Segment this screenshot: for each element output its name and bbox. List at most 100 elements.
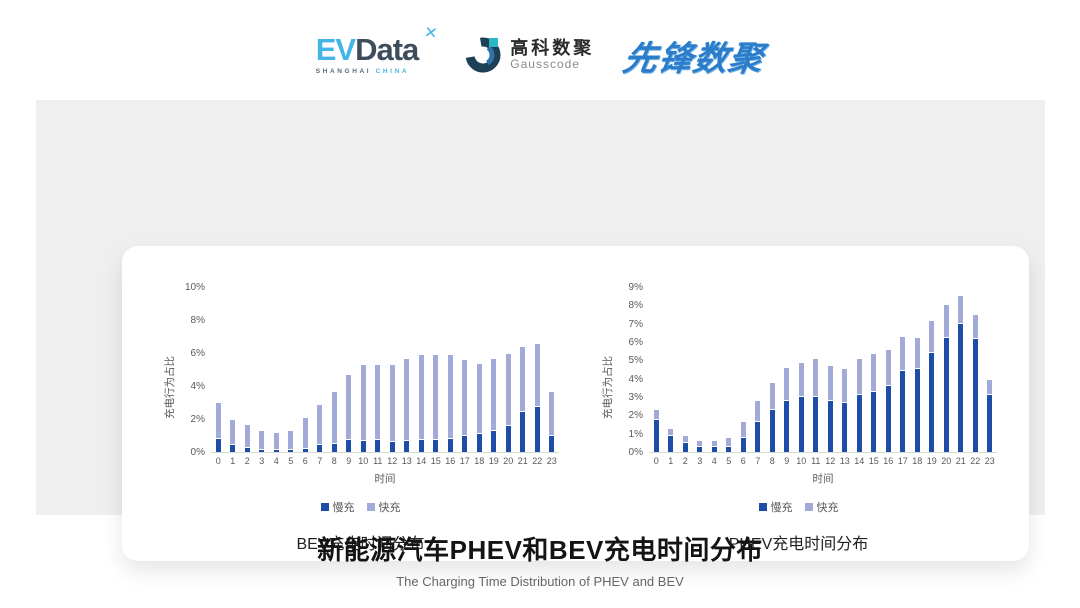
bar-column bbox=[910, 288, 925, 452]
evdata-logo: EVData ✕ SHANGHAI CHINA bbox=[315, 24, 438, 76]
x-tick-label: 2 bbox=[682, 456, 688, 466]
y-tick-label: 2% bbox=[628, 410, 643, 422]
bev-x-axis: 0 1 2 3 4 5 6 7 8 9 10 11 12 13 14 15 16 17 18 19 20 21 22 23 bbox=[211, 456, 559, 466]
bar-segment-快充 bbox=[987, 380, 993, 395]
bar-segment-慢充 bbox=[418, 440, 424, 452]
x-tick-label: 7 bbox=[755, 456, 761, 466]
bar-segment-快充 bbox=[331, 391, 337, 443]
bar-segment-慢充 bbox=[520, 412, 526, 452]
y-tick-label: 1% bbox=[628, 428, 643, 440]
bar-column bbox=[284, 288, 299, 452]
bar-segment-快充 bbox=[914, 338, 920, 368]
bar-segment-快充 bbox=[549, 391, 555, 435]
bar-segment-慢充 bbox=[668, 436, 674, 452]
evdata-shanghai-text: SHANGHAI bbox=[315, 68, 372, 76]
bar-segment-快充 bbox=[433, 355, 439, 440]
bar-column bbox=[298, 288, 313, 452]
bar-segment-快充 bbox=[375, 365, 381, 440]
x-tick-label: 12 bbox=[825, 456, 836, 466]
bar-segment-快充 bbox=[653, 409, 659, 419]
bar-column bbox=[545, 288, 560, 452]
bar-column bbox=[983, 288, 998, 452]
bar-column bbox=[968, 288, 983, 452]
bar-segment-快充 bbox=[726, 438, 732, 446]
phev-chart-title: PHEV充电时间分布 bbox=[728, 536, 869, 553]
legend-swatch-icon bbox=[758, 503, 767, 511]
bev-y-axis-label: 充电行为占比 bbox=[164, 355, 176, 419]
x-tick-label: 7 bbox=[317, 456, 323, 466]
bar-segment-慢充 bbox=[784, 400, 790, 452]
bar-segment-快充 bbox=[491, 358, 497, 430]
y-tick-label: 6% bbox=[628, 337, 643, 348]
legend-swatch-icon bbox=[804, 503, 813, 511]
bar-segment-快充 bbox=[273, 432, 279, 450]
bar-segment-慢充 bbox=[987, 395, 993, 452]
bar-column bbox=[765, 288, 780, 452]
bar-column bbox=[429, 288, 444, 452]
bar-column bbox=[487, 288, 502, 452]
gausscode-cn-text: 高科数聚 bbox=[510, 37, 595, 58]
legend-label: 快充 bbox=[378, 502, 401, 514]
bar-column bbox=[327, 288, 342, 452]
x-tick-label: 20 bbox=[503, 456, 514, 466]
bar-segment-慢充 bbox=[653, 419, 659, 452]
bar-segment-慢充 bbox=[914, 368, 920, 452]
bar-column bbox=[852, 288, 867, 452]
bar-segment-慢充 bbox=[755, 421, 761, 452]
bar-segment-快充 bbox=[259, 431, 265, 449]
x-tick-label: 4 bbox=[273, 456, 279, 466]
bar-segment-快充 bbox=[668, 429, 674, 436]
bar-segment-慢充 bbox=[697, 446, 703, 452]
bar-column bbox=[211, 288, 226, 452]
phev-x-axis: 0 1 2 3 4 5 6 7 8 9 10 11 12 13 14 15 16 17 18 19 20 21 22 23 bbox=[649, 456, 997, 466]
y-tick-label: 9% bbox=[628, 282, 643, 293]
x-tick-label: 14 bbox=[854, 456, 865, 466]
bar-column bbox=[649, 288, 664, 452]
x-tick-label: 16 bbox=[883, 456, 894, 466]
bar-column bbox=[371, 288, 386, 452]
bev-x-axis-label: 时间 bbox=[374, 473, 396, 485]
bar-segment-慢充 bbox=[549, 435, 555, 452]
bar-segment-慢充 bbox=[534, 407, 540, 452]
bar-segment-快充 bbox=[505, 353, 511, 425]
x-tick-label: 2 bbox=[244, 456, 250, 466]
evdata-data-text: Data bbox=[355, 32, 419, 68]
bar-segment-慢充 bbox=[244, 447, 250, 452]
x-tick-label: 1 bbox=[668, 456, 674, 466]
bar-column bbox=[501, 288, 516, 452]
y-tick-label: 5% bbox=[628, 355, 643, 367]
y-tick-label: 7% bbox=[628, 318, 643, 330]
bar-segment-快充 bbox=[740, 421, 746, 438]
bar-column bbox=[400, 288, 415, 452]
bar-segment-快充 bbox=[418, 355, 424, 440]
x-tick-label: 18 bbox=[474, 456, 485, 466]
y-tick-label: 4% bbox=[628, 373, 643, 385]
bev-chart: 充电行为占比 0% 2% 4% 6% 8% 10% 0 1 2 3 4 5 6 7 8 9 10 11 12 13 1… bbox=[162, 282, 560, 561]
legend-label: 慢充 bbox=[770, 502, 793, 514]
bar-segment-慢充 bbox=[813, 397, 819, 452]
phev-chart: 充电行为占比 0% 1% 2% 3% 4% 5% 6% 7% 8% 9% 0 1 2 3 4 5 6 7 8 9 10… bbox=[600, 282, 998, 561]
x-tick-label: 21 bbox=[517, 456, 528, 466]
bar-column bbox=[809, 288, 824, 452]
x-tick-label: 23 bbox=[984, 456, 995, 466]
bar-segment-快充 bbox=[288, 431, 294, 450]
x-tick-label: 18 bbox=[912, 456, 923, 466]
bar-column bbox=[693, 288, 708, 452]
bar-segment-快充 bbox=[958, 296, 964, 323]
phev-y-axis-label: 充电行为占比 bbox=[602, 355, 614, 419]
bar-segment-快充 bbox=[244, 425, 250, 447]
x-tick-label: 5 bbox=[726, 456, 732, 466]
bar-segment-快充 bbox=[389, 365, 395, 442]
x-tick-label: 16 bbox=[445, 456, 456, 466]
x-tick-label: 8 bbox=[769, 456, 775, 466]
evdata-x-icon: ✕ bbox=[422, 24, 438, 44]
x-tick-label: 8 bbox=[331, 456, 337, 466]
gausscode-logo: 高科数聚 Gausscode bbox=[464, 36, 594, 74]
bar-segment-快充 bbox=[302, 418, 308, 448]
bar-segment-快充 bbox=[842, 368, 848, 403]
x-tick-label: 21 bbox=[955, 456, 966, 466]
x-tick-label: 20 bbox=[941, 456, 952, 466]
x-tick-label: 19 bbox=[926, 456, 937, 466]
x-tick-label: 14 bbox=[416, 456, 427, 466]
bar-segment-慢充 bbox=[943, 338, 949, 452]
